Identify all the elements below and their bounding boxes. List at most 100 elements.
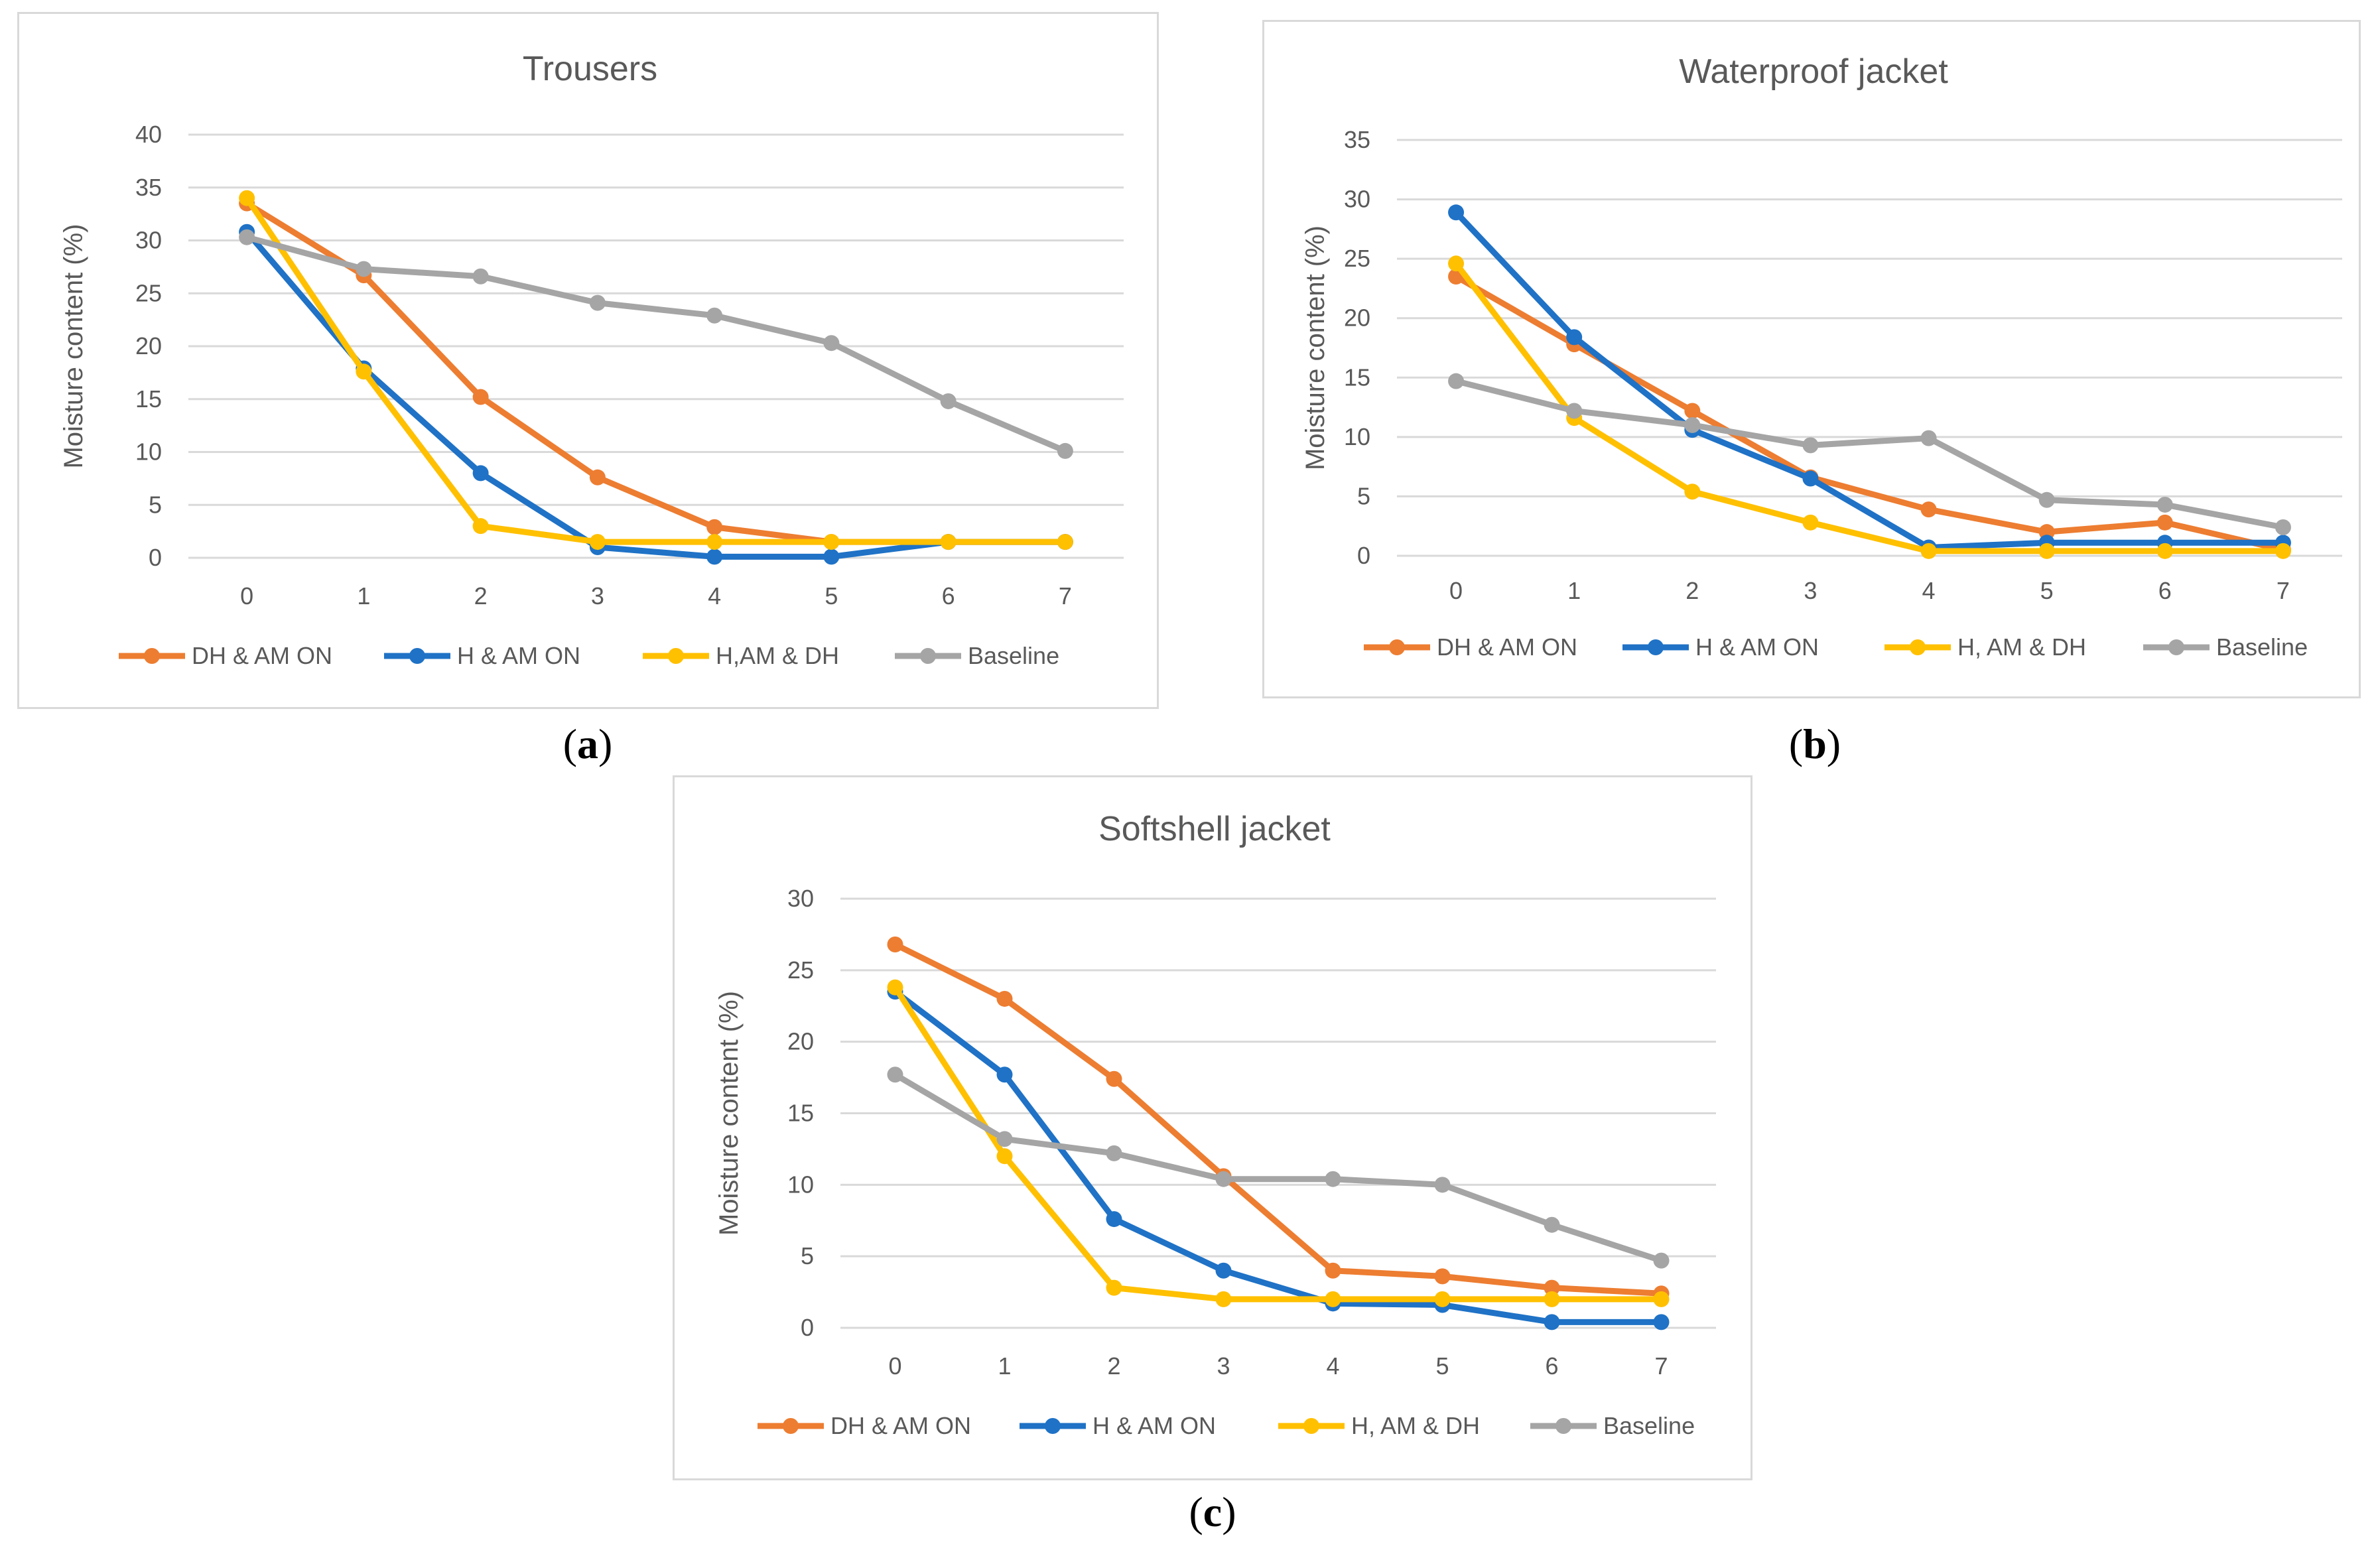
legend-marker-baseline (2168, 639, 2184, 655)
chart-panel-waterproof-jacket: Waterproof jacket 0 5 10 15 20 25 30 35 0 1 2 3 4 5 6 7 M… (1262, 20, 2361, 698)
chart-panel-softshell-jacket: Softshell jacket 0 5 10 15 20 25 30 0 1 2 3 4 5 6 7 Mois… (673, 775, 1752, 1480)
legend-label-h-am-on: H & AM ON (1695, 633, 1819, 661)
legend-label-dh-am-on: DH & AM ON (830, 1412, 971, 1439)
y-tick-label: 25 (135, 279, 162, 306)
legend-label-baseline: Baseline (1603, 1412, 1695, 1439)
data-point-dh-am-on (2156, 514, 2173, 531)
y-tick-label: 10 (1344, 423, 1370, 450)
chart-title: Trousers (523, 50, 657, 88)
data-point-dh-am-on (1920, 501, 1937, 518)
legend-marker-dh-am-on (1389, 639, 1405, 655)
x-tick-label: 2 (1686, 577, 1699, 604)
data-point-h-am-on (1802, 470, 1819, 487)
data-point-dh-am-on (1325, 1262, 1341, 1279)
data-point-h-am-on (1448, 204, 1465, 221)
data-point-baseline (239, 229, 255, 245)
data-point-dh-am-on (996, 990, 1013, 1007)
x-tick-label: 4 (1326, 1352, 1339, 1380)
series-line-baseline (243, 234, 1069, 454)
data-point-h-am-on (1544, 1314, 1560, 1330)
data-point-dh-am-on (706, 519, 723, 535)
legend-marker-dh-am-on (144, 648, 160, 664)
data-point-h-am-on (1215, 1262, 1232, 1279)
data-point-dh-am-on (1544, 1279, 1560, 1296)
data-point-h-am-on (706, 549, 723, 565)
chart-panel-trousers: Trousers 0 5 10 15 20 25 30 35 40 0 1 2 3 4 5 6 7 Moisture… (17, 12, 1159, 709)
y-tick-label: 20 (135, 332, 162, 359)
panel-caption-b: (b) (1788, 720, 1841, 767)
data-point-h-am-dh (1106, 1279, 1122, 1296)
y-tick-label: 0 (149, 544, 162, 571)
x-tick-label: 7 (2277, 577, 2290, 604)
y-tick-label: 30 (1344, 186, 1370, 213)
y-tick-label: 20 (1344, 304, 1370, 332)
data-point-baseline (356, 261, 372, 277)
panel-caption-a: (a) (562, 720, 613, 767)
x-tick-label: 0 (888, 1352, 901, 1380)
legend-label-h-am-dh: H,AM & DH (716, 642, 839, 669)
series-line-baseline (892, 1071, 1664, 1264)
legend-label-baseline: Baseline (968, 642, 1059, 669)
data-point-baseline (1653, 1252, 1670, 1269)
legend-label-h-am-on: H & AM ON (457, 642, 580, 669)
legend-marker-h-am-dh (1303, 1418, 1319, 1434)
data-point-h-am-dh (239, 190, 255, 206)
y-tick-label: 40 (135, 121, 162, 148)
legend-marker-dh-am-on (783, 1418, 799, 1434)
data-point-h-am-dh (2038, 543, 2055, 559)
data-point-dh-am-on (1434, 1268, 1451, 1285)
data-point-h-am-dh (1325, 1291, 1341, 1307)
chart-title: Waterproof jacket (1679, 52, 1948, 91)
y-tick-label: 5 (149, 491, 162, 518)
panel-caption-c: (c) (1189, 1488, 1236, 1535)
legend-label-h-am-on: H & AM ON (1092, 1412, 1216, 1439)
y-tick-label: 10 (787, 1171, 814, 1198)
x-tick-label: 5 (825, 582, 838, 610)
data-point-h-am-dh (1653, 1291, 1670, 1307)
legend-label-baseline: Baseline (2216, 633, 2308, 661)
y-tick-label: 15 (787, 1100, 814, 1127)
data-point-dh-am-on (1684, 403, 1701, 419)
data-point-baseline (823, 335, 840, 352)
chart-title: Softshell jacket (1098, 810, 1331, 848)
data-point-h-am-on (823, 549, 840, 565)
data-point-baseline (706, 307, 723, 324)
data-point-h-am-on (1653, 1314, 1670, 1330)
data-point-h-am-on (996, 1066, 1013, 1083)
y-tick-label: 5 (801, 1242, 814, 1269)
x-tick-label: 0 (240, 582, 253, 610)
y-tick-label: 25 (787, 956, 814, 984)
data-point-h-am-dh (356, 363, 372, 380)
series-line-h-am-on (1453, 209, 2286, 550)
legend-label-dh-am-on: DH & AM ON (192, 642, 332, 669)
legend-marker-h-am-on (409, 648, 425, 664)
data-point-h-am-dh (823, 534, 840, 550)
series-line-dh-am-on (892, 941, 1664, 1297)
x-tick-label: 1 (998, 1352, 1011, 1380)
data-point-baseline (887, 1066, 903, 1083)
x-tick-label: 1 (357, 582, 370, 610)
data-point-dh-am-on (472, 389, 489, 405)
data-point-h-am-on (472, 465, 489, 482)
y-tick-label: 30 (787, 885, 814, 912)
data-point-h-am-dh (1802, 514, 1819, 531)
y-tick-label: 10 (135, 438, 162, 466)
data-point-h-am-dh (1215, 1291, 1232, 1307)
x-tick-label: 1 (1567, 577, 1581, 604)
x-tick-label: 3 (591, 582, 604, 610)
data-point-baseline (1684, 417, 1701, 433)
data-point-h-am-dh (1057, 534, 1073, 550)
data-point-baseline (1802, 437, 1819, 454)
x-tick-label: 6 (2158, 577, 2172, 604)
x-tick-label: 7 (1654, 1352, 1668, 1380)
legend-label-dh-am-on: DH & AM ON (1437, 633, 1577, 661)
data-point-baseline (940, 393, 957, 409)
data-point-dh-am-on (589, 469, 606, 485)
series-line-h-am-dh (892, 984, 1664, 1303)
y-tick-label: 35 (135, 174, 162, 201)
data-point-h-am-dh (472, 518, 489, 535)
x-tick-label: 2 (474, 582, 488, 610)
x-tick-label: 2 (1107, 1352, 1120, 1380)
y-tick-label: 15 (135, 385, 162, 413)
data-point-baseline (996, 1131, 1013, 1147)
